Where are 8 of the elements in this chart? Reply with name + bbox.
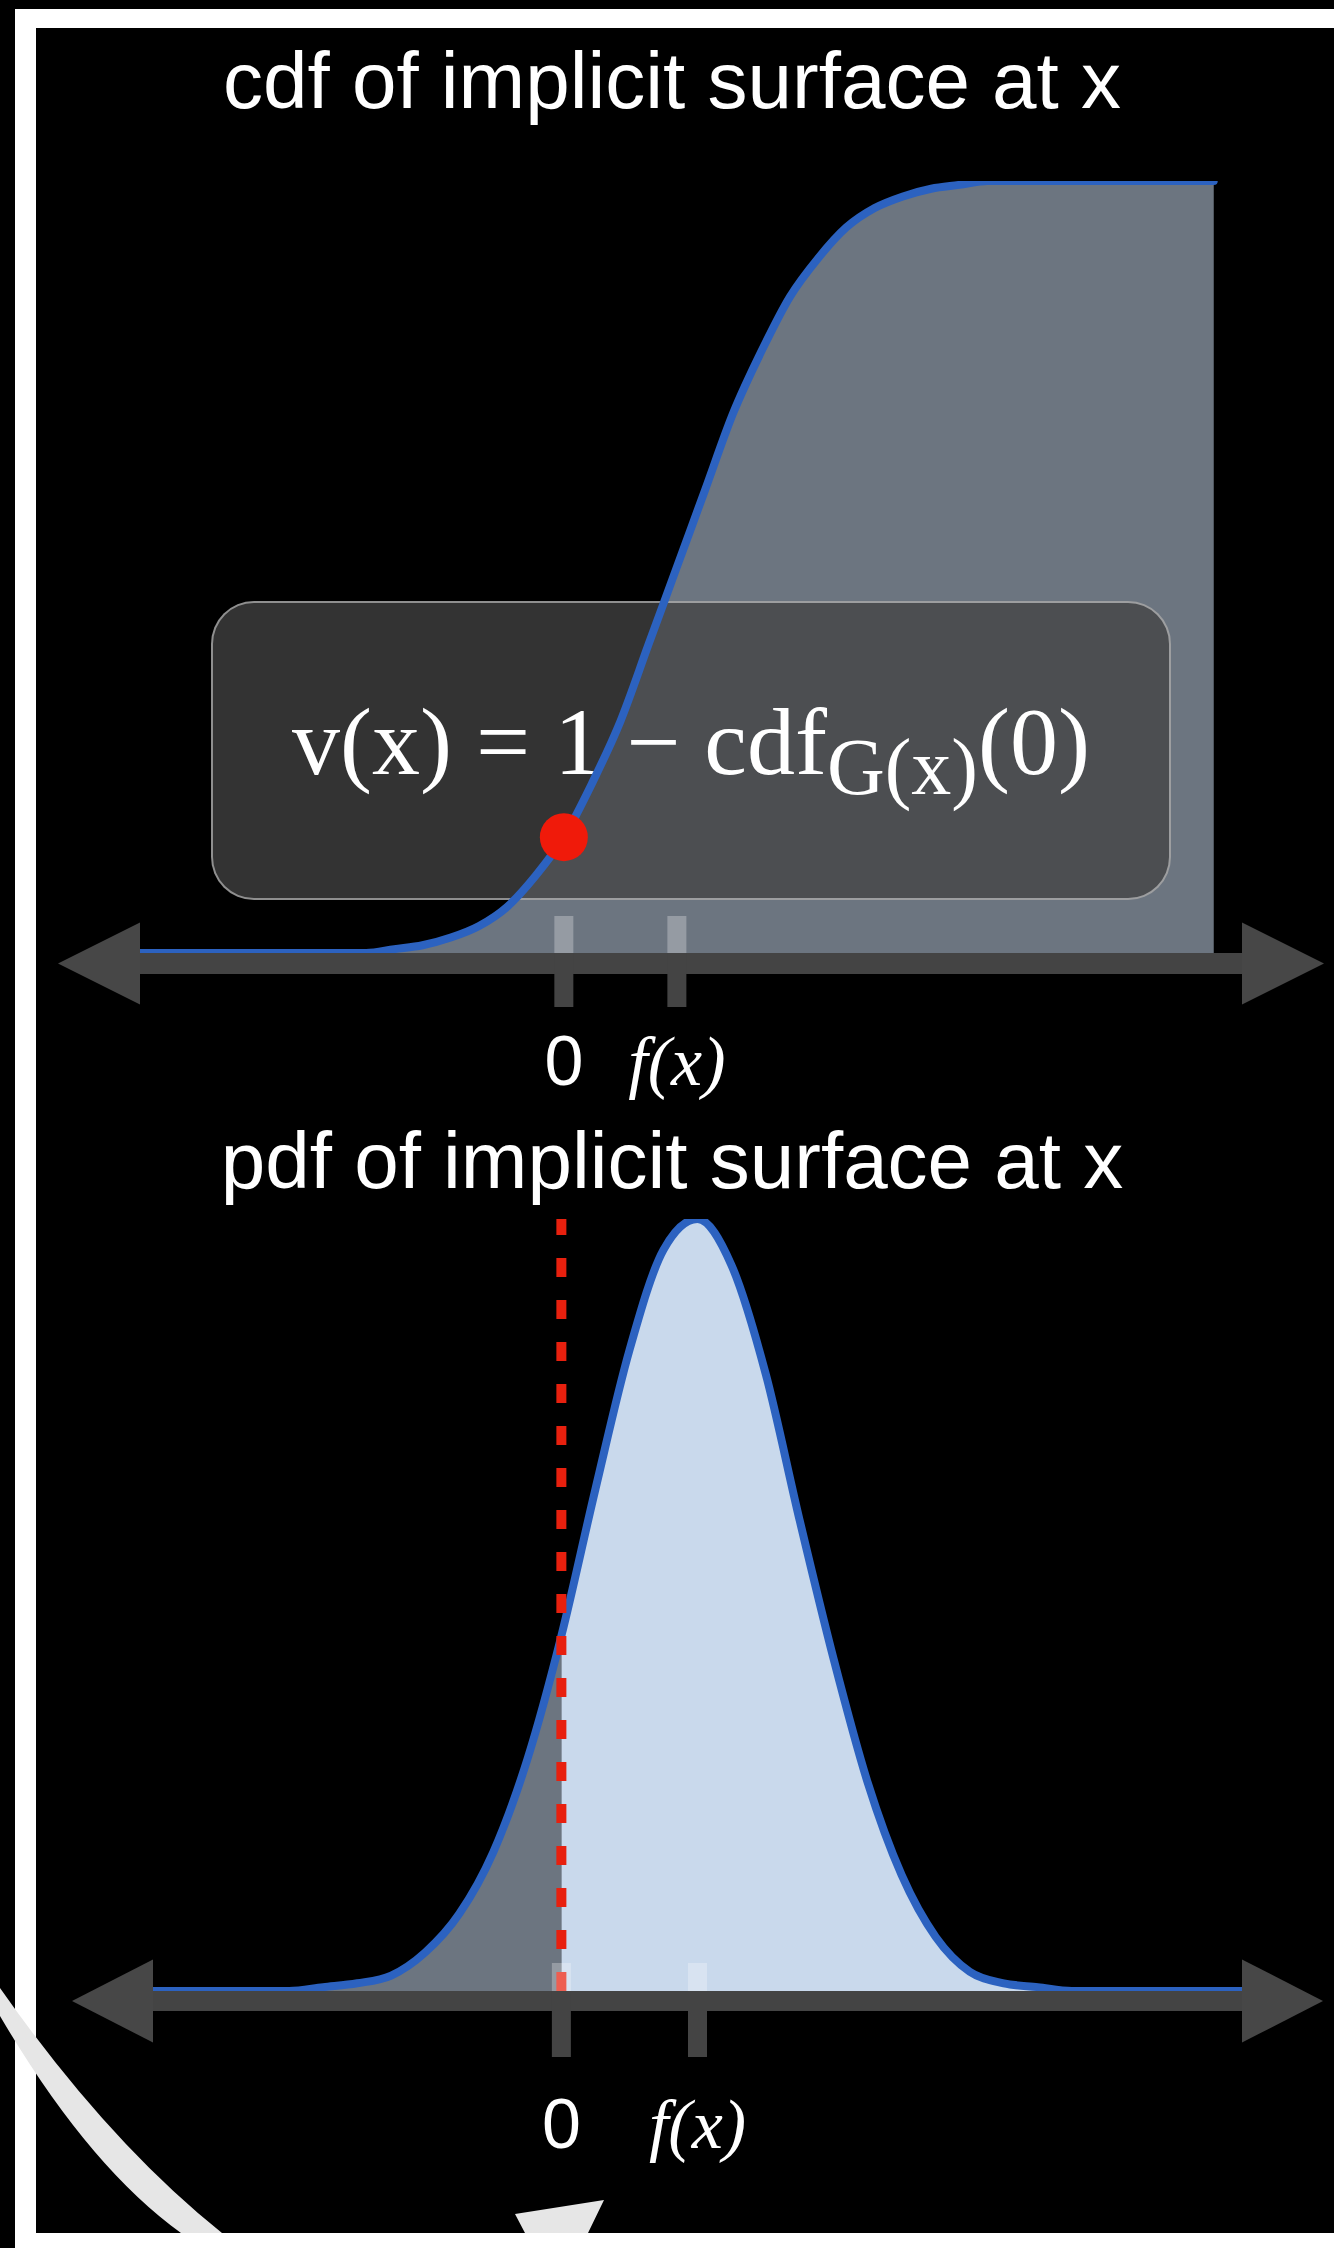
- x-tick-label: 0: [544, 1022, 584, 1100]
- x-tick-label: f(x): [628, 1023, 726, 1100]
- x-tick-label: f(x): [648, 2086, 747, 2163]
- x-tick-label: 0: [541, 2085, 581, 2163]
- chart-title: pdf of implicit surface at x: [219, 1116, 1125, 1205]
- chart-title: cdf of implicit surface at x: [221, 36, 1123, 125]
- annotation: v(x) = 1 − cdf$_{G(x)}$(0): [292, 687, 1090, 812]
- formula-box: v(x) = 1 − cdf$_{G(x)}$(0): [211, 601, 1171, 900]
